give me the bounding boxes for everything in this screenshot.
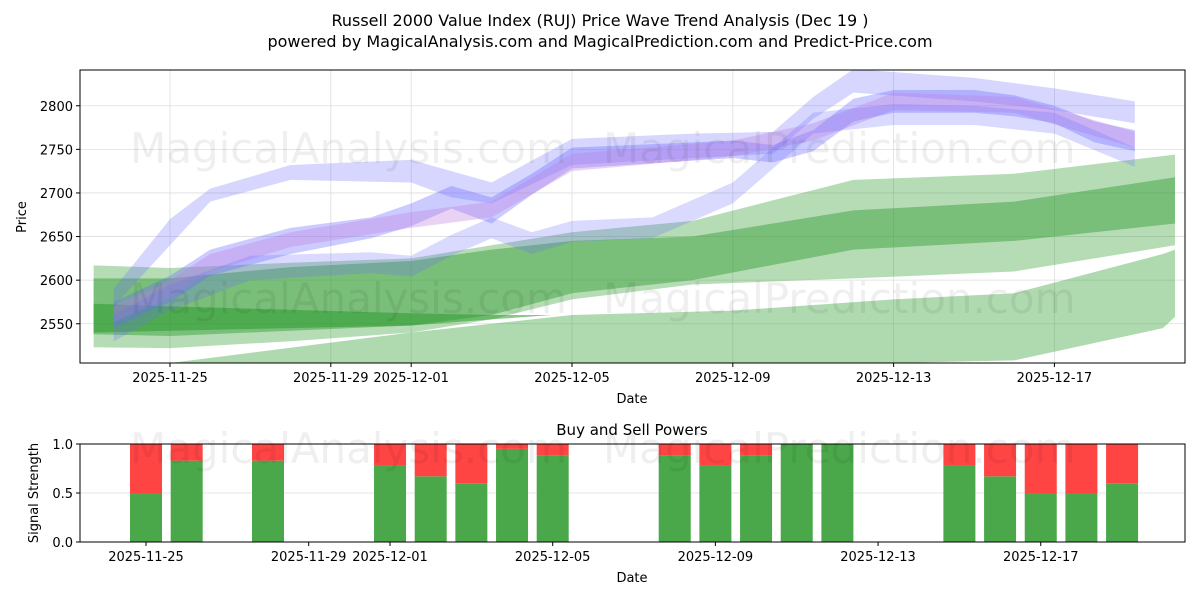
sell-bar — [740, 444, 773, 456]
price-grid — [80, 70, 1185, 363]
signal-title: Buy and Sell Powers — [556, 421, 708, 439]
price-ytick-label: 2750 — [40, 143, 73, 158]
buy-bar — [1024, 493, 1057, 542]
buy-bar — [170, 460, 203, 542]
price-ylabel: Price — [15, 201, 30, 233]
sell-bar — [984, 444, 1017, 477]
signal-ytick-label: 0.0 — [52, 536, 73, 551]
buy-bar — [496, 448, 529, 542]
green-band-low — [93, 249, 1176, 363]
buy-bar — [780, 444, 813, 542]
signal-xtick-label: 2025-12-13 — [840, 550, 916, 565]
green-band-wide — [93, 154, 1176, 349]
buy-bar — [1106, 483, 1139, 542]
sell-bar — [536, 444, 569, 456]
buy-bar — [699, 465, 732, 542]
price-xtick-label: 2025-12-09 — [695, 371, 771, 386]
buy-bar — [740, 455, 773, 542]
price-ytick-label: 2800 — [40, 100, 73, 115]
sell-bar — [496, 444, 529, 449]
buy-bar — [943, 465, 976, 542]
buy-bar — [821, 444, 854, 542]
price-ytick-label: 2600 — [40, 274, 73, 289]
green-band-mid — [93, 177, 1176, 336]
sell-bar — [455, 444, 488, 484]
price-xlabel: Date — [616, 392, 647, 407]
watermark-5: MagicalAnalysis.com — [130, 424, 567, 473]
buy-bar — [984, 476, 1017, 542]
signal-xtick-label: 2025-11-25 — [108, 550, 184, 565]
chart-title-line2: powered by MagicalAnalysis.com and Magic… — [267, 32, 932, 51]
buy-bar — [374, 465, 407, 542]
buy-bar — [252, 460, 285, 542]
price-xtick-label: 2025-12-17 — [1017, 371, 1093, 386]
price-xtick-label: 2025-11-25 — [132, 371, 208, 386]
sell-bar — [414, 444, 447, 477]
buy-bar — [455, 483, 488, 542]
price-ytick-label: 2550 — [40, 318, 73, 333]
signal-bars — [130, 444, 1139, 542]
sell-bar — [1024, 444, 1057, 493]
blue-band-lower — [113, 104, 1135, 342]
price-ytick-label: 2700 — [40, 187, 73, 202]
price-xtick-label: 2025-12-01 — [373, 371, 449, 386]
signal-xtick-label: 2025-12-05 — [515, 550, 591, 565]
buy-bar — [1065, 493, 1098, 542]
chart-title-line1: Russell 2000 Value Index (RUJ) Price Wav… — [331, 11, 868, 30]
price-xtick-label: 2025-12-13 — [856, 371, 932, 386]
sell-bar — [658, 444, 691, 456]
signal-xtick-label: 2025-12-01 — [352, 550, 428, 565]
signal-ytick-label: 0.5 — [52, 487, 73, 502]
sell-bar — [252, 444, 285, 461]
price-xtick-label: 2025-12-05 — [534, 371, 610, 386]
buy-bar — [414, 476, 447, 542]
price-plot-frame — [79, 69, 1186, 364]
sell-bar — [699, 444, 732, 466]
green-band-dark — [93, 303, 552, 333]
sell-bar — [1106, 444, 1139, 484]
signal-xtick-label: 2025-12-09 — [678, 550, 754, 565]
watermark-3: MagicalAnalysis.com — [130, 274, 567, 323]
watermark-2: MagicalPrediction.com — [603, 124, 1076, 173]
blue-band-upper — [113, 70, 1135, 307]
signal-xtick-label: 2025-11-29 — [271, 550, 347, 565]
sell-bar — [1065, 444, 1098, 493]
buy-bar — [130, 493, 162, 542]
price-ytick-label: 2650 — [40, 231, 73, 246]
price-axis-ticks: 2025-11-25 2025-11-29 2025-12-01 2025-12-05… — [40, 100, 1092, 386]
signal-ytick-label: 1.0 — [52, 438, 73, 453]
watermark-1: MagicalAnalysis.com — [130, 124, 567, 173]
buy-bar — [658, 455, 691, 542]
price-bands — [93, 70, 1176, 363]
sell-bar — [374, 444, 407, 466]
price-xtick-label: 2025-11-29 — [293, 371, 369, 386]
buy-bar — [536, 455, 569, 542]
watermark-4: MagicalPrediction.com — [603, 274, 1076, 323]
signal-axis-ticks: 0.0 0.5 1.0 2025-11-25 2025-11-29 2025-12-01 2… — [52, 438, 1078, 565]
sell-bar — [130, 444, 162, 493]
signal-xlabel: Date — [616, 571, 647, 586]
signal-ylabel: Signal Strength — [27, 443, 42, 543]
watermark-6: MagicalPrediction.com — [603, 424, 1076, 473]
signal-xtick-label: 2025-12-17 — [1003, 550, 1079, 565]
purple-band-center — [113, 92, 1135, 323]
blue-band-center — [113, 90, 1135, 329]
sell-bar — [943, 444, 976, 466]
sell-bar — [170, 444, 203, 461]
